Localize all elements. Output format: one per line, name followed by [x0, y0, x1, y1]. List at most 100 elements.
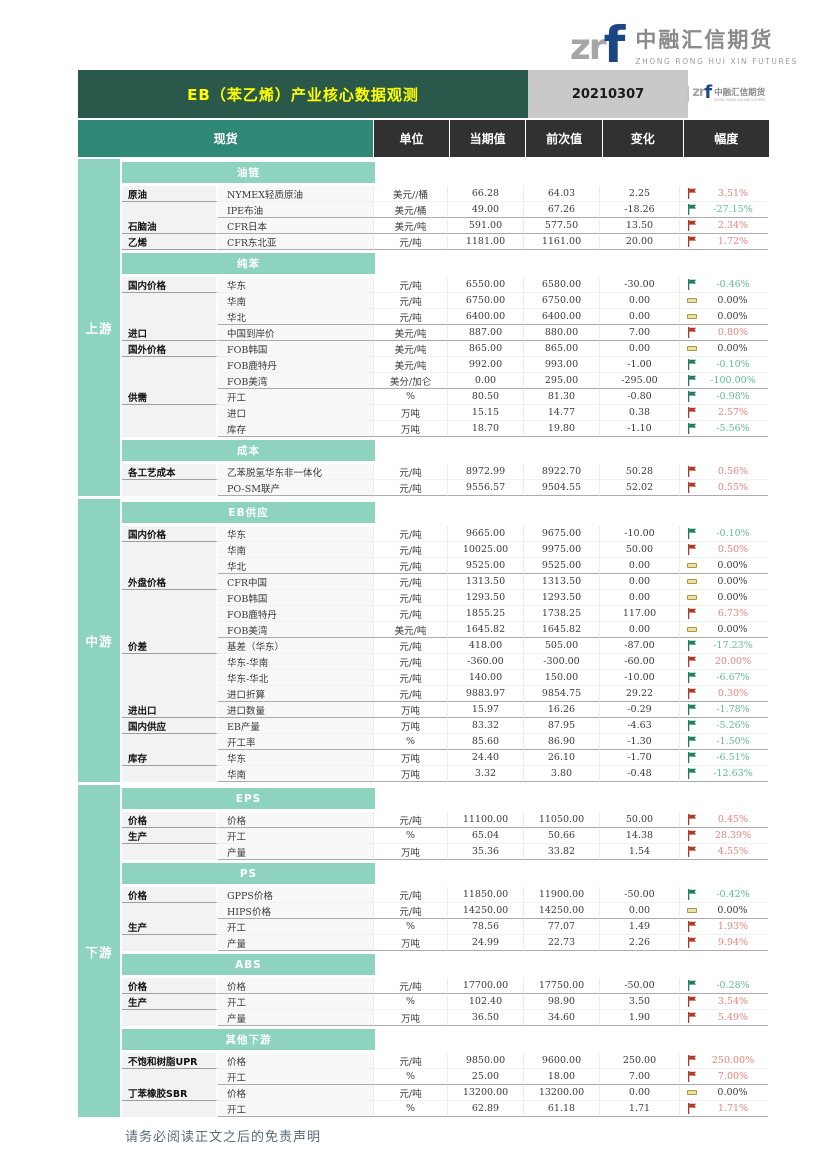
item-cell: 乙苯脱氢华东非一体化	[218, 464, 373, 480]
category-cell	[122, 903, 218, 919]
group-stripe: 下游	[78, 785, 120, 1117]
logo-f-letter: f	[603, 16, 626, 74]
magnitude-value: 0.00%	[717, 576, 748, 587]
change-cell: 1.54	[600, 844, 680, 860]
previous-value-cell: 17750.00	[524, 978, 600, 994]
unit-cell: 元/吨	[373, 638, 448, 654]
magnitude-cell: 9.94%	[680, 935, 768, 951]
magnitude-value: 4.55%	[717, 846, 749, 857]
current-value-cell: 17700.00	[448, 978, 524, 994]
section-title: ABS	[235, 958, 262, 971]
item-cell: 进口折算	[218, 686, 373, 702]
category-cell	[122, 293, 218, 309]
change-cell: 2.26	[600, 935, 680, 951]
category-cell: 进出口	[122, 702, 218, 718]
unit-cell: 万吨	[373, 766, 448, 782]
unit-cell: 元/吨	[373, 234, 448, 250]
change-cell: 0.38	[600, 405, 680, 421]
previous-value-cell: 9525.00	[524, 558, 600, 574]
previous-value-cell: 87.95	[524, 718, 600, 734]
magnitude-cell: -17.23%	[680, 638, 768, 654]
current-value-cell: 418.00	[448, 638, 524, 654]
category-cell	[122, 606, 218, 622]
change-cell: 0.00	[600, 309, 680, 325]
previous-value-cell: 98.90	[524, 994, 600, 1010]
table-row: 生产 开工% 78.56 77.07 1.49 1.93%	[122, 919, 770, 935]
previous-value-cell: 1161.00	[524, 234, 600, 250]
current-value-cell: 62.89	[448, 1101, 524, 1117]
previous-value-cell: 1645.82	[524, 622, 600, 638]
current-value-cell: 1855.25	[448, 606, 524, 622]
magnitude-value: -1.78%	[716, 704, 750, 715]
previous-value-cell: 13200.00	[524, 1085, 600, 1101]
magnitude-value: 0.30%	[717, 688, 749, 699]
unit-cell: 元/吨	[373, 978, 448, 994]
current-value-cell: 80.50	[448, 389, 524, 405]
previous-value-cell: 577.50	[524, 218, 600, 234]
current-value-cell: 0.00	[448, 373, 524, 389]
item-cell: 进口	[218, 405, 373, 421]
magnitude-value: 2.57%	[717, 407, 749, 418]
current-value-cell: 6400.00	[448, 309, 524, 325]
magnitude-value: -100.00%	[710, 375, 756, 386]
current-value-cell: 1181.00	[448, 234, 524, 250]
current-value-cell: 865.00	[448, 341, 524, 357]
previous-value-cell: 77.07	[524, 919, 600, 935]
previous-value-cell: 880.00	[524, 325, 600, 341]
current-value-cell: 14250.00	[448, 903, 524, 919]
section-header: 纯苯	[122, 253, 375, 274]
magnitude-value: 0.00%	[717, 1087, 748, 1098]
table-row: 供需 开工% 80.50 81.30 -0.80 -0.98%	[122, 389, 770, 405]
current-value-cell: 591.00	[448, 218, 524, 234]
previous-value-cell: 18.00	[524, 1069, 600, 1085]
current-value-cell: 35.36	[448, 844, 524, 860]
magnitude-cell: -1.78%	[680, 702, 768, 718]
section-header: 成本	[122, 440, 375, 461]
category-cell: 不饱和树脂UPR	[122, 1053, 218, 1069]
magnitude-cell: 3.54%	[680, 994, 768, 1010]
current-value-cell: 9850.00	[448, 1053, 524, 1069]
unit-cell: 万吨	[373, 421, 448, 437]
table-row: 生产 开工% 65.04 50.66 14.38 28.39%	[122, 828, 770, 844]
category-cell: 石脑油	[122, 218, 218, 234]
group-content: 油链 原油 NYMEX轻质原油 美元//桶 66.28 64.03 2.25 3.51% IPE…	[122, 159, 770, 496]
previous-value-cell: 11050.00	[524, 812, 600, 828]
current-value-cell: 11850.00	[448, 887, 524, 903]
unit-cell: %	[373, 1069, 448, 1085]
change-cell: -1.30	[600, 734, 680, 750]
unit-cell: 元/吨	[373, 558, 448, 574]
category-cell	[122, 202, 218, 218]
previous-value-cell: 8922.70	[524, 464, 600, 480]
logo-mark: zr f	[570, 16, 625, 70]
magnitude-cell: -5.56%	[680, 421, 768, 437]
magnitude-cell: 3.51%	[680, 186, 768, 202]
yellow-dash-icon	[687, 563, 697, 568]
change-cell: 250.00	[600, 1053, 680, 1069]
change-cell: -10.00	[600, 526, 680, 542]
unit-cell: %	[373, 389, 448, 405]
item-cell: CFR日本	[218, 218, 373, 234]
magnitude-cell: 0.55%	[680, 480, 768, 496]
table-row: FOB美湾 美元/吨 1645.82 1645.82 0.00 0.00%	[122, 622, 770, 638]
item-cell: 开工	[218, 919, 373, 935]
table-row: 丁苯橡胶SBR 价格 元/吨 13200.00 13200.00 0.00 0.00%	[122, 1085, 770, 1101]
table-row: 乙烯 CFR东北亚 元/吨 1181.00 1161.00 20.00 1.72%	[122, 234, 770, 250]
category-cell	[122, 935, 218, 951]
current-value-cell: 6550.00	[448, 277, 524, 293]
section-title: PS	[239, 867, 258, 880]
table-row: IPE布油 美元/桶 49.00 67.26 -18.26 -27.15%	[122, 202, 770, 218]
section-title: EB供应	[228, 507, 269, 519]
table-row: 价格 价格 元/吨 11100.00 11050.00 50.00 0.45%	[122, 812, 770, 828]
report-date: 20210307	[528, 70, 688, 118]
unit-cell: 万吨	[373, 702, 448, 718]
item-cell: CFR中国	[218, 574, 373, 590]
table-row: 产量 万吨 24.99 22.73 2.26 9.94%	[122, 935, 770, 951]
previous-value-cell: 22.73	[524, 935, 600, 951]
change-cell: -50.00	[600, 978, 680, 994]
unit-cell: 美元/吨	[373, 218, 448, 234]
mini-company-name-en: ZHONG RONG HUI XIN FUTURES	[714, 98, 766, 102]
table-row: FOB韩国 元/吨 1293.50 1293.50 0.00 0.00%	[122, 590, 770, 606]
logo-text: 中融汇信期货 ZHONG RONG HUI XIN FUTURES	[635, 16, 798, 66]
current-value-cell: 887.00	[448, 325, 524, 341]
yellow-dash-icon	[687, 579, 697, 584]
